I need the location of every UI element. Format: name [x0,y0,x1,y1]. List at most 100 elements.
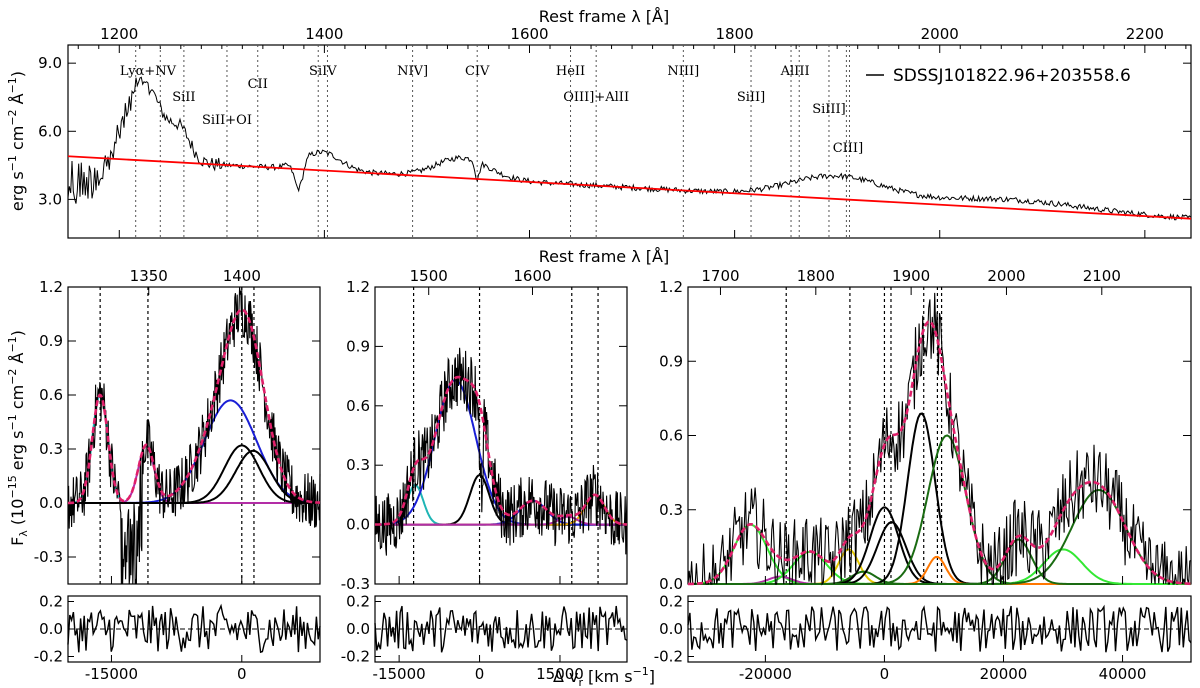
br-res-tick-label: 0.2 [659,593,683,611]
residual-bm-layer: -0.2 0.0 0.2 -15000 0 15000 [341,576,628,683]
y-axis-title-exp: −15 [6,475,19,498]
br-fit-component [688,523,1191,585]
top-y-axis-title: erg s−1 cm−2 Å−1) [6,71,27,211]
y-axis-title-f: F [8,537,27,546]
bl-fit-component [68,449,320,504]
br-y-tick-label: 1.2 [659,278,683,296]
panel-bl-frame [67,286,321,585]
y-axis-title-exp2: −1 [6,414,19,430]
residual-bl: -0.2 0.0 0.2 -15000 0 [34,576,321,683]
br-wavelength-label: 2100 [1083,267,1121,285]
br-fit-component [688,555,1191,585]
br-velocity-label: 40000 [1099,665,1147,683]
top-panel-frame [67,44,1192,239]
top-wavelength-tick-label: 1400 [305,25,343,43]
panel-bm-frame [374,286,628,585]
emission-line-label: SiII+OI [202,113,252,128]
bl-wavelength-label: 1400 [223,267,261,285]
bm-y-tick-label: 0.3 [346,456,370,474]
bm-y-tick-label: -0.3 [341,575,370,593]
br-fit-component [688,521,1191,585]
bm-res-tick-label: -0.2 [341,648,370,666]
top-legend: SDSSJ101822.96+203558.6 [866,66,1131,86]
emission-line-label: SiIV [309,64,337,79]
top-panel-ticks: 1200 1400 1600 1800 2000 2200 3.0 6.0 9.0 [38,25,1191,238]
bl-y-tick-label: 1.2 [39,278,63,296]
br-fit-component [688,550,1191,585]
br-wavelength-label: 1900 [892,267,930,285]
top-panel-spectrum: Rest frame λ [Å] 1200 1400 1600 1800 2000 220… [38,7,1192,239]
br-res-tick-label: 0.0 [659,620,683,638]
panel-ciii-region: 1700 1800 1900 2000 2100 0.0 0.3 0.6 0.9 1.2 [659,267,1192,593]
panel-bm-layer: 1500 1600 -0.3 0.0 0.3 0.6 0.9 1.2 [341,267,628,593]
residual-br: -0.20.00.2-20000 0 20000 40000 [654,576,1192,683]
bl-res-tick-label: 0.2 [39,593,63,611]
bm-res-tick-label: 0.2 [346,593,370,611]
bm-wavelength-label: 1500 [410,267,448,285]
x-axis-title-exp: −1 [633,665,649,678]
residual-bm: -0.2 0.0 0.2 -15000 0 15000 [341,576,628,683]
br-velocity-label: -20000 [739,665,792,683]
bm-velocity-label: 0 [475,665,485,683]
emission-line-label: SiIII] [812,102,846,117]
bm-y-tick-label: 0.6 [346,397,370,415]
bl-velocity-label: -15000 [85,665,138,683]
br-wavelength-label: 1800 [797,267,835,285]
y-axis-title-erg: erg s [8,430,27,475]
panel-civ-region: 1500 1600 -0.3 0.0 0.3 0.6 0.9 1.2 [341,267,628,593]
top-wavelength-tick-label: 1800 [716,25,754,43]
bm-wavelength-label: 1600 [513,267,551,285]
top-y-axis-close: ) [8,71,27,77]
top-y-tick-label: 9.0 [38,54,62,72]
emission-line-label: SiII [172,90,195,105]
br-velocity-label: 0 [880,665,890,683]
emission-line-label: CIV [465,64,490,79]
emission-line-label: CII [248,77,268,92]
emission-line-label: CIII] [833,141,863,156]
br-total-fit [688,320,1192,586]
top-panel-data [67,76,1192,221]
x-axis-title: Δ vr [km s−1] [553,665,655,688]
br-fit-component [688,538,1191,585]
y-axis-title-angstrom: Å [8,352,27,368]
br-y-tick-label: 0.6 [659,427,683,445]
top-axis-title: Rest frame λ [Å] [539,7,669,26]
emission-line-label: NIII] [667,64,699,79]
br-res-tick-label: -0.2 [654,648,683,666]
bl-y-tick-label: 0.0 [39,494,63,512]
x-axis-title-close: ] [649,667,655,686]
br-fit-component [688,548,1191,585]
x-axis-title-sub: r [578,676,583,688]
bm-velocity-label: -15000 [373,665,426,683]
top-wavelength-tick-label: 2200 [1126,25,1164,43]
bm-y-tick-label: 1.2 [346,278,370,296]
br-wavelength-label: 1700 [701,267,739,285]
legend-object-name: SDSSJ101822.96+203558.6 [893,66,1131,86]
top-y-axis-erg: erg s [8,171,27,211]
bm-y-tick-label: 0.0 [346,516,370,534]
br-wavelength-label: 2000 [987,267,1025,285]
bl-y-tick-label: 0.6 [39,386,63,404]
bm-velocity-label: 15000 [536,665,584,683]
residual-bl-layer: -0.2 0.0 0.2 -15000 0 [34,576,321,683]
residual-br-layer: -0.20.00.2-20000 0 20000 40000 [654,576,1192,683]
bl-velocity-label: 0 [237,665,247,683]
bm-res-tick-label: 0.0 [346,620,370,638]
emission-line-label: SiII] [737,90,765,105]
bm-total-fit [375,375,628,526]
y-axis-title: Fλ (10−15 erg s−1 cm−2 Å−1) [6,330,30,546]
bm-y-tick-label: 0.9 [346,337,370,355]
bm-observed-data [374,347,628,556]
bl-res-tick-label: -0.2 [34,648,63,666]
y-axis-title-exp3: −2 [6,369,19,385]
x-axis-title-main: Δ v [553,667,579,686]
bl-res-tick-label: 0.0 [39,620,63,638]
bl-y-tick-label: 0.9 [39,332,63,350]
top-y-axis-exp3: −1 [6,77,19,93]
emission-line-label: NIV] [397,64,428,79]
panel-br-layer: 1700 1800 1900 2000 2100 0.0 0.3 0.6 0.9 1.2 [659,267,1192,593]
bl-y-tick-label: 0.3 [39,440,63,458]
br-y-tick-label: 0.0 [659,575,683,593]
bottom-axis-title: Rest frame λ [Å] [539,247,669,266]
top-y-tick-label: 6.0 [38,122,62,140]
